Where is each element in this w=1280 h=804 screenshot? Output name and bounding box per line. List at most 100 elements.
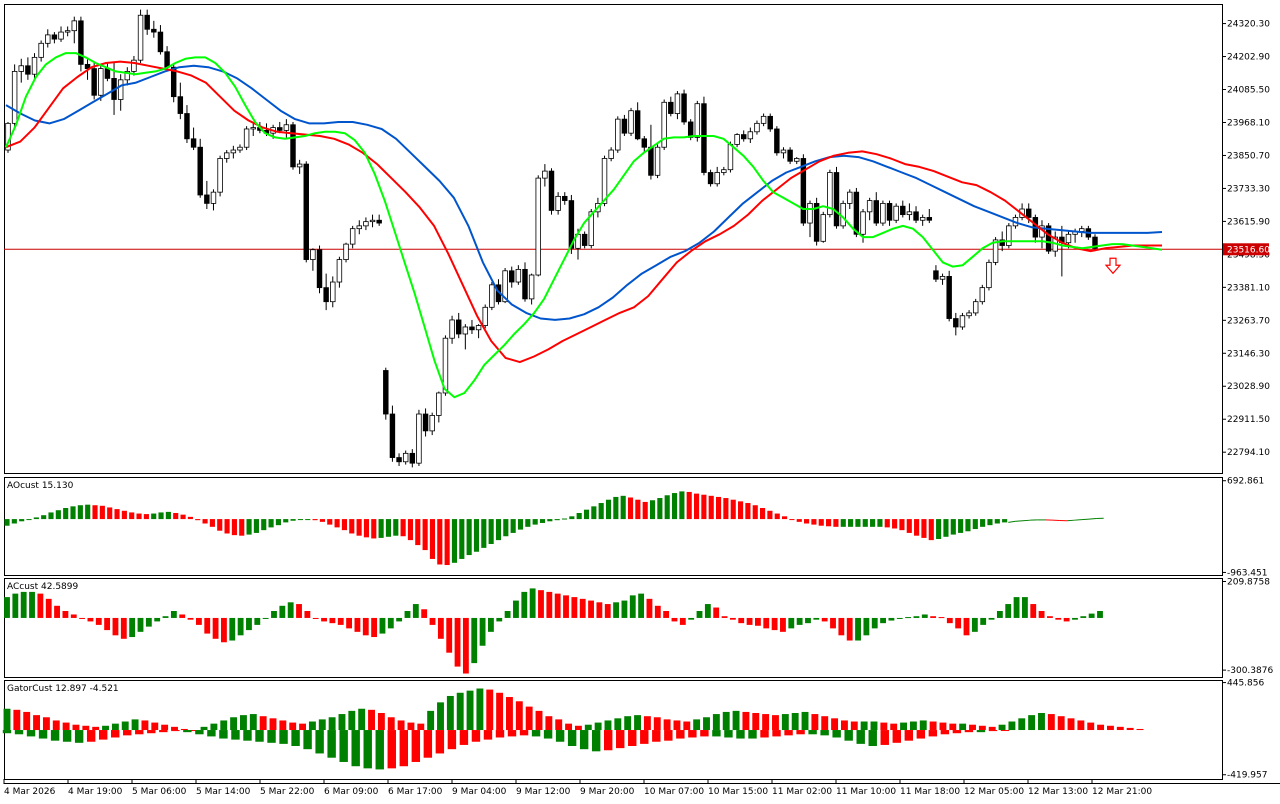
candle-body <box>357 226 362 229</box>
gator-bar <box>555 719 562 730</box>
candle-body <box>781 150 786 153</box>
candle-body <box>980 288 985 302</box>
osc-bar <box>511 519 516 533</box>
osc-bar <box>288 602 294 618</box>
gator-bar <box>568 730 576 746</box>
osc-bar <box>892 519 897 528</box>
candle-body <box>383 370 388 414</box>
osc-bar <box>1064 618 1070 621</box>
gator-bar <box>309 722 316 731</box>
candle-body <box>456 320 461 334</box>
price-tick-label: 23850.70 <box>1227 151 1270 161</box>
osc-bar <box>363 618 369 635</box>
osc-bar <box>304 611 310 618</box>
osc-bar <box>37 594 43 618</box>
gator-bar <box>802 712 809 730</box>
osc-bar <box>393 519 398 536</box>
candle-body <box>808 203 813 223</box>
candle-body <box>450 320 455 338</box>
osc-bar <box>1072 618 1078 620</box>
osc-bar <box>847 618 853 641</box>
osc-bar <box>455 618 461 667</box>
osc-bar <box>386 519 391 537</box>
osc-bar <box>775 514 780 520</box>
candle-body <box>642 139 647 147</box>
candle-body <box>79 21 84 65</box>
gator-bar <box>742 712 749 730</box>
gator-bar <box>762 714 769 730</box>
gator-bar <box>676 730 684 739</box>
osc-bar <box>797 618 803 625</box>
osc-bar <box>254 618 260 625</box>
candle-body <box>708 173 713 184</box>
gator-bar <box>33 715 40 730</box>
candle-body <box>317 250 322 288</box>
gator-bar <box>959 724 966 730</box>
osc-bar <box>405 611 411 618</box>
osc-bar <box>880 618 886 623</box>
candle-body <box>330 282 335 302</box>
gator-bar <box>831 718 838 730</box>
gator-bar <box>748 730 756 739</box>
osc-bar <box>907 519 912 533</box>
time-label: 11 Mar 18:00 <box>900 787 960 797</box>
osc-bar <box>747 618 753 625</box>
gator-bar <box>424 730 432 758</box>
osc-bar <box>723 498 728 519</box>
osc-bar <box>1014 597 1020 618</box>
osc-bar <box>357 519 362 536</box>
gator-bar <box>329 717 336 730</box>
osc-bar <box>114 509 119 519</box>
gator-bar <box>644 716 651 730</box>
osc-bar <box>929 519 934 540</box>
osc-bar <box>635 500 640 519</box>
gator-bar <box>448 730 456 749</box>
candle-body <box>423 414 428 431</box>
candle-body <box>741 135 746 139</box>
ao-panel-label: AOcust 15.130 <box>7 481 74 491</box>
time-label: 9 Mar 12:00 <box>516 787 571 797</box>
osc-bar <box>688 618 694 620</box>
gator-bar <box>841 720 848 730</box>
gator-bar <box>368 710 375 730</box>
candle-body <box>483 307 488 325</box>
candle-body <box>768 116 773 129</box>
osc-bar <box>841 519 846 527</box>
osc-bar <box>488 618 494 632</box>
gator-bar <box>4 709 11 730</box>
osc-bar <box>1080 616 1086 618</box>
osc-bar <box>238 618 244 635</box>
candle-body <box>32 57 37 74</box>
osc-bar <box>921 519 926 538</box>
osc-bar <box>213 618 219 639</box>
candle-body <box>19 66 24 72</box>
osc-bar <box>1047 616 1053 618</box>
osc-bar <box>380 618 386 634</box>
candle-body <box>12 71 17 123</box>
osc-bar <box>163 616 169 618</box>
candle-body <box>410 453 415 463</box>
gator-bar <box>161 725 168 730</box>
osc-bar <box>54 606 60 618</box>
osc-bar <box>276 519 281 525</box>
osc-bar <box>129 512 134 519</box>
gator-bar <box>585 725 592 730</box>
osc-bar <box>760 508 765 519</box>
osc-bar <box>922 614 928 617</box>
osc-bar <box>166 512 171 519</box>
gator-bar <box>1127 728 1134 730</box>
osc-bar <box>830 618 836 628</box>
osc-bar <box>1022 597 1028 618</box>
candle-body <box>138 15 143 60</box>
osc-bar <box>694 494 699 519</box>
osc-bar <box>96 618 102 625</box>
gator-bar <box>171 727 178 730</box>
gator-bar <box>724 730 732 737</box>
candle-body <box>218 158 223 192</box>
candle-body <box>655 147 660 175</box>
candle-body <box>26 66 31 74</box>
gator-bar <box>700 730 708 736</box>
candle-body <box>185 114 190 139</box>
